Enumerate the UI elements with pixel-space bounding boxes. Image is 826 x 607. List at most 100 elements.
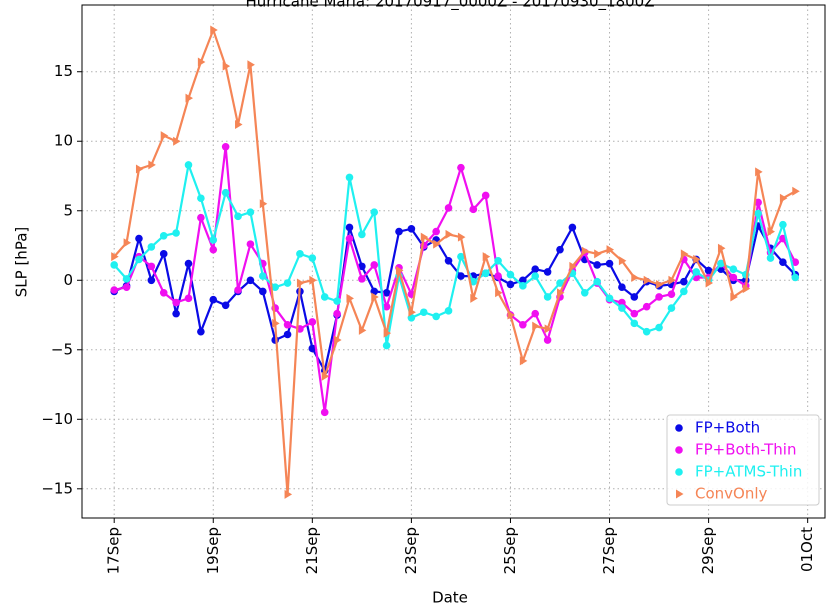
x-tick-label: 29Sep xyxy=(699,527,717,574)
marker xyxy=(655,293,663,301)
marker xyxy=(618,256,627,266)
marker xyxy=(457,163,465,172)
marker xyxy=(197,194,205,203)
marker xyxy=(631,272,639,282)
marker xyxy=(419,308,428,317)
marker xyxy=(543,336,552,344)
marker xyxy=(605,294,614,303)
marker xyxy=(667,304,676,312)
marker xyxy=(320,408,329,417)
x-tick-label: 01Oct xyxy=(798,527,816,572)
marker xyxy=(382,302,391,311)
marker xyxy=(495,288,503,298)
marker xyxy=(643,275,652,285)
marker xyxy=(692,268,701,276)
marker xyxy=(779,193,788,203)
marker xyxy=(185,93,193,103)
marker xyxy=(345,173,354,182)
marker xyxy=(469,205,478,214)
marker xyxy=(667,290,676,298)
marker xyxy=(197,327,205,336)
marker xyxy=(432,227,440,236)
marker xyxy=(556,279,564,287)
marker xyxy=(147,262,156,271)
marker xyxy=(556,245,564,254)
marker xyxy=(581,246,590,256)
marker xyxy=(433,239,441,249)
marker xyxy=(507,310,515,320)
marker xyxy=(234,286,242,294)
marker xyxy=(755,167,763,177)
legend-label: FP+Both xyxy=(695,419,760,437)
marker xyxy=(680,249,689,259)
marker xyxy=(655,323,663,332)
marker xyxy=(594,249,602,259)
marker xyxy=(370,261,379,269)
marker xyxy=(532,321,540,331)
marker xyxy=(717,243,726,253)
marker xyxy=(159,231,168,240)
marker xyxy=(767,227,776,237)
marker xyxy=(159,250,168,258)
marker xyxy=(221,301,230,310)
legend-box xyxy=(666,414,820,506)
marker xyxy=(184,259,193,268)
marker xyxy=(247,60,255,70)
marker xyxy=(457,272,465,280)
marker xyxy=(420,232,429,242)
marker xyxy=(569,261,577,271)
marker xyxy=(334,335,342,345)
marker xyxy=(754,209,762,218)
marker xyxy=(704,266,713,275)
marker xyxy=(668,275,676,285)
marker xyxy=(693,254,701,264)
marker xyxy=(642,302,651,311)
marker xyxy=(197,57,206,67)
marker xyxy=(543,268,552,276)
marker xyxy=(320,293,329,301)
marker xyxy=(445,229,454,239)
marker xyxy=(531,309,540,318)
marker xyxy=(630,319,639,328)
marker xyxy=(630,309,639,318)
marker xyxy=(173,136,181,146)
marker xyxy=(111,252,119,262)
marker xyxy=(729,273,738,282)
marker xyxy=(271,283,279,292)
marker xyxy=(209,245,218,254)
marker xyxy=(209,295,218,304)
y-tick-label: 5 xyxy=(63,201,73,219)
marker xyxy=(605,259,614,268)
marker xyxy=(110,261,118,269)
marker xyxy=(371,292,379,302)
marker xyxy=(729,265,738,273)
marker xyxy=(593,277,601,286)
x-tick-label: 17Sep xyxy=(105,527,123,574)
marker xyxy=(519,276,527,285)
marker xyxy=(259,199,268,209)
x-axis-label: Date xyxy=(432,589,468,607)
marker xyxy=(742,284,751,294)
marker xyxy=(506,280,515,289)
marker xyxy=(345,223,354,232)
marker xyxy=(246,276,255,285)
marker xyxy=(568,223,577,232)
marker xyxy=(457,252,465,261)
marker xyxy=(531,265,540,273)
marker xyxy=(160,131,169,141)
marker xyxy=(358,230,366,239)
marker xyxy=(676,489,684,499)
marker xyxy=(184,294,193,303)
marker xyxy=(283,320,292,329)
marker xyxy=(258,287,267,296)
marker xyxy=(333,309,341,318)
marker xyxy=(675,468,683,476)
marker xyxy=(284,489,293,499)
y-tick-label: −5 xyxy=(51,340,73,358)
marker xyxy=(481,191,490,200)
marker xyxy=(494,272,502,280)
marker xyxy=(197,213,205,222)
marker xyxy=(396,266,404,276)
marker xyxy=(556,288,565,298)
legend-label: ConvOnly xyxy=(695,485,768,503)
